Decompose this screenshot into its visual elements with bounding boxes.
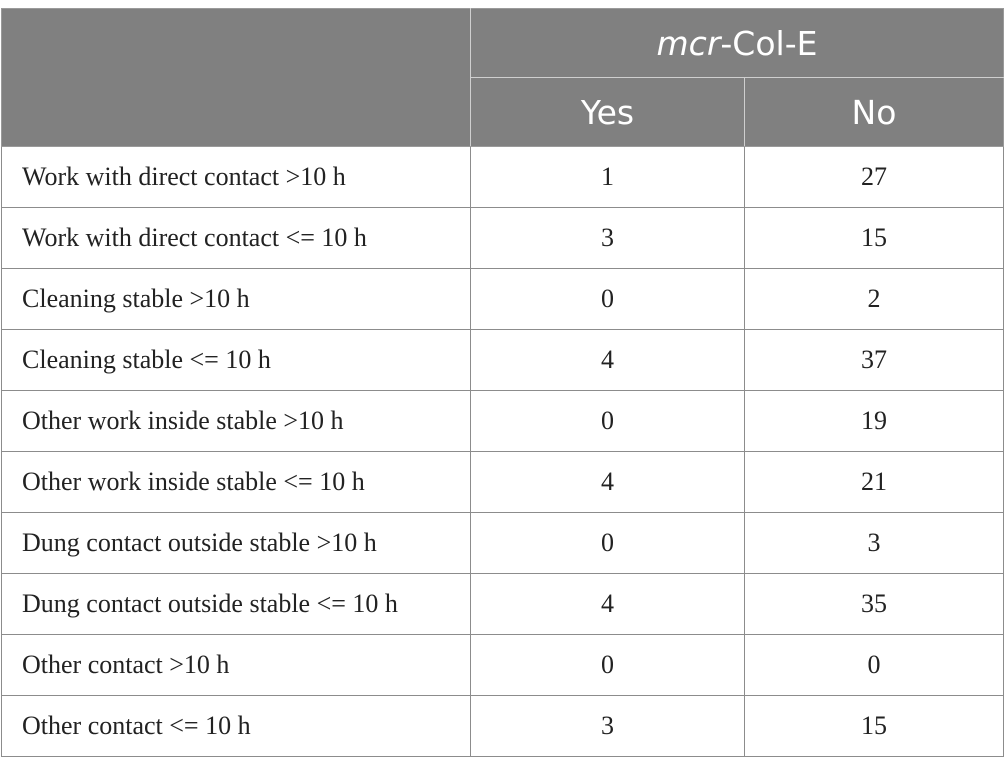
data-table-container: mcr-Col-E Yes No Work with direct contac… bbox=[1, 8, 1004, 757]
header-group-prefix: mcr bbox=[656, 23, 721, 63]
exposure-table: mcr-Col-E Yes No Work with direct contac… bbox=[1, 8, 1004, 757]
cell-yes: 0 bbox=[470, 268, 745, 330]
cell-yes: 0 bbox=[470, 390, 745, 452]
cell-no: 35 bbox=[744, 573, 1004, 635]
table-row: Other contact <= 10 h 3 15 bbox=[1, 695, 1004, 757]
table-body: Work with direct contact >10 h 1 27 Work… bbox=[1, 146, 1004, 757]
table-row: Cleaning stable <= 10 h 4 37 bbox=[1, 329, 1004, 391]
cell-no: 15 bbox=[744, 695, 1004, 757]
row-label: Other contact <= 10 h bbox=[1, 695, 471, 757]
cell-no: 21 bbox=[744, 451, 1004, 513]
table-row: Cleaning stable >10 h 0 2 bbox=[1, 268, 1004, 330]
cell-yes: 4 bbox=[470, 573, 745, 635]
cell-no: 3 bbox=[744, 512, 1004, 574]
table-row: Work with direct contact <= 10 h 3 15 bbox=[1, 207, 1004, 269]
row-label: Cleaning stable >10 h bbox=[1, 268, 471, 330]
row-label: Other work inside stable <= 10 h bbox=[1, 451, 471, 513]
header-group-suffix: -Col-E bbox=[720, 23, 818, 63]
table-row: Other work inside stable >10 h 0 19 bbox=[1, 390, 1004, 452]
cell-no: 27 bbox=[744, 146, 1004, 208]
cell-yes: 3 bbox=[470, 207, 745, 269]
cell-yes: 4 bbox=[470, 451, 745, 513]
row-label: Cleaning stable <= 10 h bbox=[1, 329, 471, 391]
header-col-yes: Yes bbox=[470, 77, 745, 147]
row-label: Other work inside stable >10 h bbox=[1, 390, 471, 452]
table-row: Dung contact outside stable <= 10 h 4 35 bbox=[1, 573, 1004, 635]
row-label: Other contact >10 h bbox=[1, 634, 471, 696]
row-label: Work with direct contact >10 h bbox=[1, 146, 471, 208]
cell-yes: 3 bbox=[470, 695, 745, 757]
header-col-no: No bbox=[744, 77, 1004, 147]
header-group-mcr-col-e: mcr-Col-E bbox=[470, 8, 1004, 78]
table-row: Work with direct contact >10 h 1 27 bbox=[1, 146, 1004, 208]
cell-yes: 0 bbox=[470, 634, 745, 696]
cell-yes: 1 bbox=[470, 146, 745, 208]
header-row-group: mcr-Col-E bbox=[1, 8, 1004, 147]
row-label: Work with direct contact <= 10 h bbox=[1, 207, 471, 269]
cell-no: 19 bbox=[744, 390, 1004, 452]
row-label: Dung contact outside stable >10 h bbox=[1, 512, 471, 574]
cell-no: 15 bbox=[744, 207, 1004, 269]
table-row: Other work inside stable <= 10 h 4 21 bbox=[1, 451, 1004, 513]
row-label: Dung contact outside stable <= 10 h bbox=[1, 573, 471, 635]
table-header: mcr-Col-E Yes No bbox=[1, 8, 1004, 147]
cell-no: 2 bbox=[744, 268, 1004, 330]
cell-yes: 0 bbox=[470, 512, 745, 574]
cell-no: 37 bbox=[744, 329, 1004, 391]
header-corner-cell bbox=[1, 8, 471, 147]
header-row-sub: Yes No bbox=[2, 77, 1004, 147]
table-row: Other contact >10 h 0 0 bbox=[1, 634, 1004, 696]
table-row: Dung contact outside stable >10 h 0 3 bbox=[1, 512, 1004, 574]
cell-no: 0 bbox=[744, 634, 1004, 696]
cell-yes: 4 bbox=[470, 329, 745, 391]
